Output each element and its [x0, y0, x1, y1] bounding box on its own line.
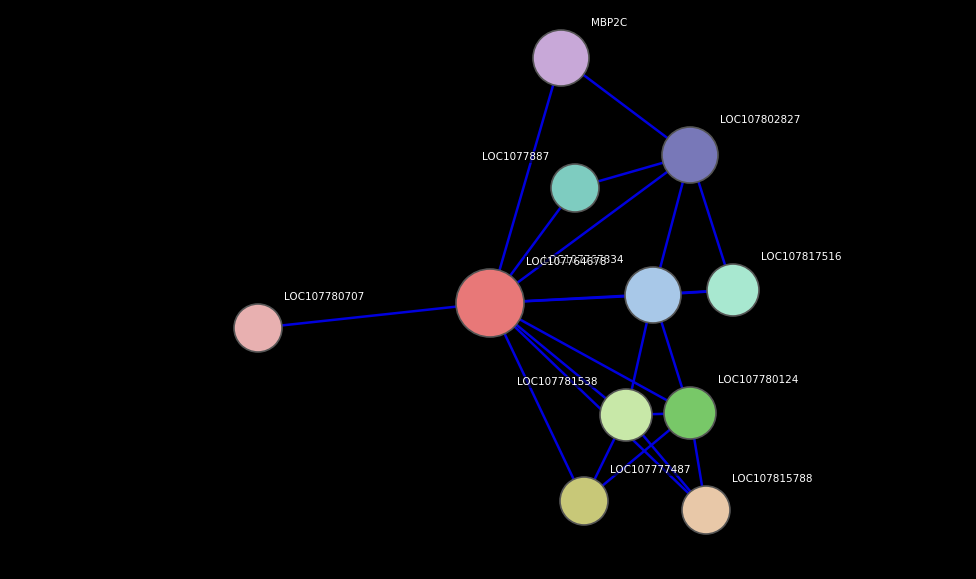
Circle shape [551, 164, 599, 212]
Circle shape [456, 269, 524, 337]
Text: MBP2C: MBP2C [591, 18, 628, 28]
Circle shape [533, 30, 589, 86]
Circle shape [625, 267, 681, 323]
Circle shape [600, 389, 652, 441]
Circle shape [707, 264, 759, 316]
Text: LOC107815788: LOC107815788 [732, 474, 812, 484]
Text: LOC107780124: LOC107780124 [718, 375, 798, 385]
Text: LOC107780707: LOC107780707 [284, 292, 364, 302]
Circle shape [664, 387, 716, 439]
Text: LOC107781538: LOC107781538 [517, 377, 598, 387]
Text: LOC107802827: LOC107802827 [720, 115, 800, 125]
Circle shape [234, 304, 282, 352]
Circle shape [662, 127, 718, 183]
Text: LOC107764678: LOC107764678 [526, 257, 606, 267]
Circle shape [560, 477, 608, 525]
Circle shape [682, 486, 730, 534]
Text: LOC107767834: LOC107767834 [543, 255, 623, 265]
Text: LOC1077887: LOC1077887 [482, 152, 549, 162]
Text: LOC107777487: LOC107777487 [610, 465, 690, 475]
Text: LOC107817516: LOC107817516 [761, 252, 841, 262]
